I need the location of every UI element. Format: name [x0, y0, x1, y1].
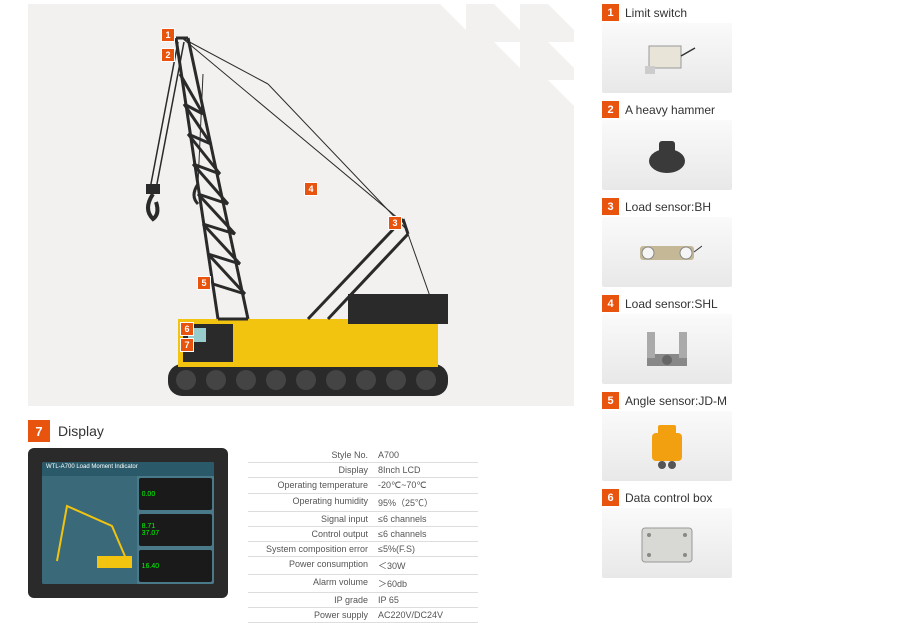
component-image: [602, 217, 732, 287]
spec-label: Operating temperature: [248, 480, 378, 491]
spec-label: Control output: [248, 529, 378, 539]
spec-value: 8Inch LCD: [378, 465, 478, 475]
spec-row: Control output≤6 channels: [248, 527, 478, 542]
component-image: [602, 411, 732, 481]
spec-value: AC220V/DC24V: [378, 610, 478, 620]
spec-value: -20℃~70℃: [378, 480, 478, 491]
component-badge: 5: [602, 392, 619, 409]
spec-label: Display: [248, 465, 378, 475]
screen-title: WTL-A700 Load Moment Indicator: [42, 462, 214, 476]
display-badge: 7: [28, 420, 50, 442]
spec-row: Signal input≤6 channels: [248, 512, 478, 527]
spec-label: Power consumption: [248, 559, 378, 572]
spec-label: Power supply: [248, 610, 378, 620]
component-image: [602, 120, 732, 190]
component-badge: 6: [602, 489, 619, 506]
spec-value: IP 65: [378, 595, 478, 605]
component-image: [602, 23, 732, 93]
component-label: Limit switch: [625, 6, 687, 20]
display-device: WTL-A700 Load Moment Indicator 0.00 8.71…: [28, 448, 228, 598]
spec-label: Alarm volume: [248, 577, 378, 590]
crane-diagram-panel: 1 2 4 3 5 6 7: [28, 4, 574, 406]
crane-marker-2: 2: [161, 48, 175, 62]
spec-value: ≤5%(F.S): [378, 544, 478, 554]
component-label: Load sensor:SHL: [625, 297, 718, 311]
display-label: Display: [58, 423, 104, 439]
spec-value: ≤6 channels: [378, 529, 478, 539]
spec-row: Operating humidity95%（25℃）: [248, 494, 478, 512]
spec-row: Alarm volume＞60db: [248, 575, 478, 593]
component-item: 3 Load sensor:BH: [602, 198, 872, 287]
crane-marker-3: 3: [388, 216, 402, 230]
spec-label: Signal input: [248, 514, 378, 524]
component-item: 6 Data control box: [602, 489, 872, 578]
component-item: 2 A heavy hammer: [602, 101, 872, 190]
spec-row: System composition error≤5%(F.S): [248, 542, 478, 557]
component-badge: 2: [602, 101, 619, 118]
component-item: 5 Angle sensor:JD-M: [602, 392, 872, 481]
component-badge: 3: [602, 198, 619, 215]
spec-row: IP gradeIP 65: [248, 593, 478, 608]
spec-row: Operating temperature-20℃~70℃: [248, 478, 478, 494]
spec-row: Power supplyAC220V/DC24V: [248, 608, 478, 623]
component-label: Load sensor:BH: [625, 200, 711, 214]
spec-row: Style No.A700: [248, 448, 478, 463]
spec-value: 95%（25℃）: [378, 496, 478, 509]
spec-value: A700: [378, 450, 478, 460]
component-item: 4 Load sensor:SHL: [602, 295, 872, 384]
reading-box: 0.00: [139, 478, 212, 510]
spec-label: Style No.: [248, 450, 378, 460]
component-label: Angle sensor:JD-M: [625, 394, 727, 408]
spec-row: Power consumption＜30W: [248, 557, 478, 575]
component-badge: 1: [602, 4, 619, 21]
spec-table: Style No.A700Display8Inch LCDOperating t…: [248, 448, 478, 623]
display-section: 7 Display WTL-A700 Load Moment Indicator…: [28, 420, 574, 623]
component-label: A heavy hammer: [625, 103, 715, 117]
spec-value: ≤6 channels: [378, 514, 478, 524]
spec-value: ＜30W: [378, 559, 478, 572]
crane-marker-4: 4: [304, 182, 318, 196]
crane-marker-1: 1: [161, 28, 175, 42]
reading-box: 16.40: [139, 550, 212, 582]
component-image: [602, 508, 732, 578]
component-image: [602, 314, 732, 384]
spec-row: Display8Inch LCD: [248, 463, 478, 478]
crane-marker-5: 5: [197, 276, 211, 290]
crane-marker-7: 7: [180, 338, 194, 352]
component-item: 1 Limit switch: [602, 4, 872, 93]
spec-label: IP grade: [248, 595, 378, 605]
crane-marker-6: 6: [180, 322, 194, 336]
component-label: Data control box: [625, 491, 712, 505]
spec-label: System composition error: [248, 544, 378, 554]
spec-label: Operating humidity: [248, 496, 378, 509]
crane-illustration: [48, 24, 548, 404]
component-list: 1 Limit switch 2 A heavy hammer 3 Load sensor…: [602, 4, 872, 586]
spec-value: ＞60db: [378, 577, 478, 590]
component-badge: 4: [602, 295, 619, 312]
reading-box: 8.71 37.07: [139, 514, 212, 546]
